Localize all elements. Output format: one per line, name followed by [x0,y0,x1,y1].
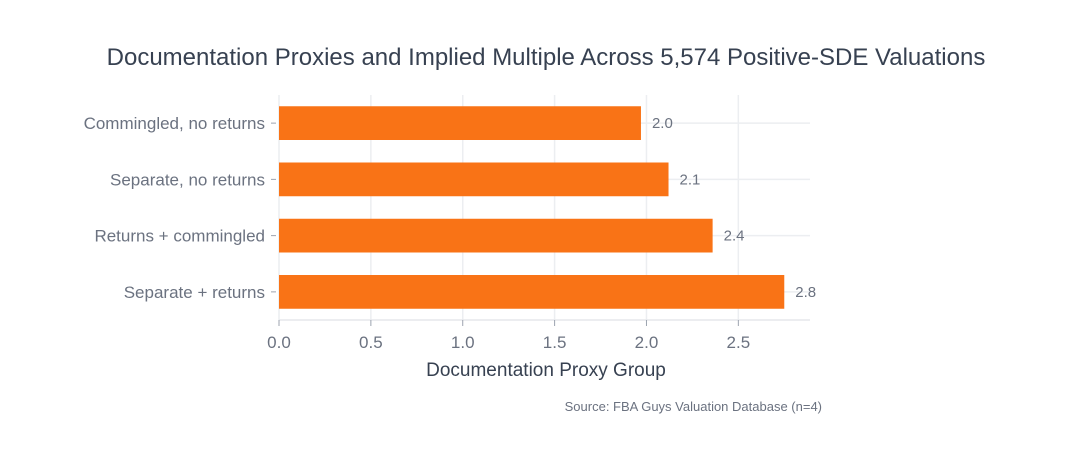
data-label: 2.4 [724,228,745,245]
x-tick-label: 0.0 [267,333,291,352]
y-tick-label: Commingled, no returns [84,114,265,133]
x-tick-label: 2.5 [727,333,751,352]
x-tick-label: 1.5 [543,333,567,352]
bar [279,106,641,140]
data-label: 2.8 [795,284,816,301]
bar [279,218,713,253]
y-tick-label: Returns + commingled [94,227,265,246]
y-tick-label: Separate, no returns [110,170,265,189]
x-axis-title: Documentation Proxy Group [426,360,666,381]
x-tick-label: 0.5 [359,333,383,352]
bar [279,162,669,197]
bar [279,275,785,309]
y-tick-label: Separate + returns [124,283,265,302]
chart-title: Documentation Proxies and Implied Multip… [107,44,986,71]
data-label: 2.0 [652,115,673,132]
source-annotation: Source: FBA Guys Valuation Database (n=4… [565,399,822,414]
data-label: 2.1 [680,171,701,188]
x-tick-label: 2.0 [635,333,659,352]
x-tick-label: 1.0 [451,333,475,352]
